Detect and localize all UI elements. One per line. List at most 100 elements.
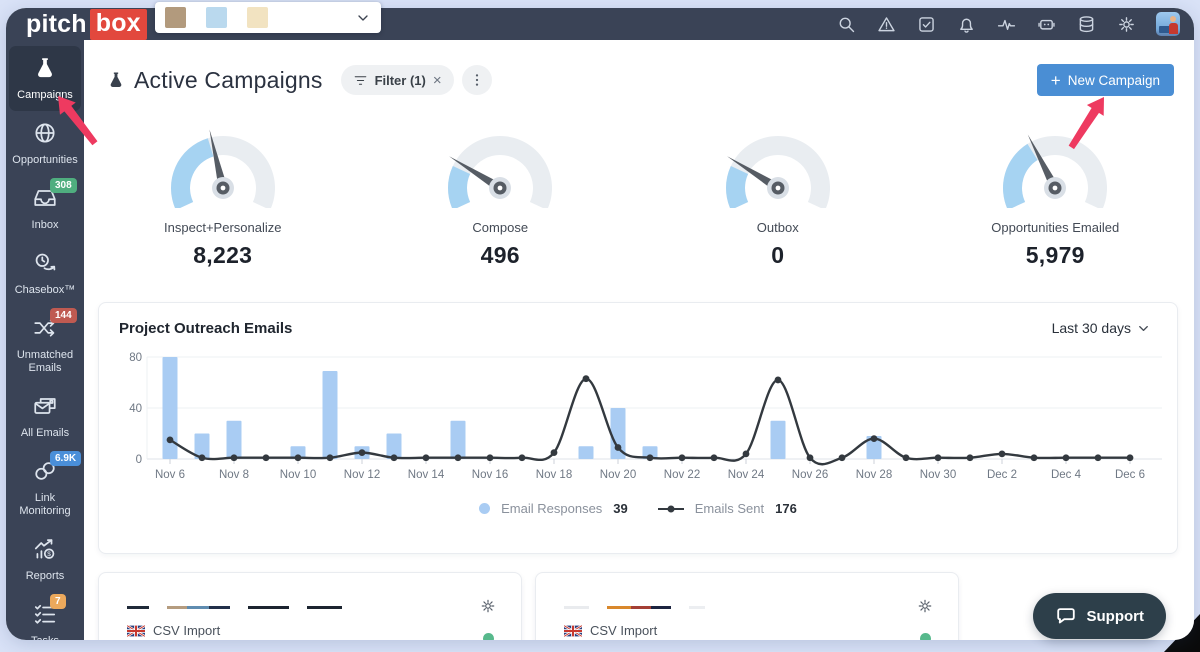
avatar-art	[1170, 16, 1176, 22]
chart-card-header: Project Outreach Emails Last 30 days	[99, 319, 1177, 337]
card-settings-gear-icon[interactable]	[916, 597, 934, 615]
robot-icon[interactable]	[1036, 14, 1057, 35]
badge-count: 6.9K	[50, 451, 82, 466]
main-content: Active Campaigns Filter (1) × + New Camp…	[84, 40, 1194, 640]
svg-text:Nov 16: Nov 16	[472, 469, 508, 481]
svg-text:80: 80	[129, 352, 142, 364]
flask-icon	[32, 55, 58, 81]
gauges-row: Inspect+Personalize 8,223 Compose 496 Outbox…	[84, 98, 1194, 290]
sidebar-item-link-monitoring[interactable]: 6.9K Link Monitoring	[9, 449, 82, 527]
redacted-text	[307, 605, 342, 609]
svg-text:Dec 6: Dec 6	[1115, 469, 1145, 481]
more-options-kebab-icon[interactable]	[461, 65, 492, 95]
gauge-label: Opportunities Emailed	[991, 220, 1120, 235]
svg-text:Nov 6: Nov 6	[155, 469, 185, 481]
gauge-dial	[1003, 134, 1108, 210]
gauge-2: Compose 496	[362, 112, 640, 290]
gauge-label: Inspect+Personalize	[164, 220, 282, 235]
svg-text:Nov 12: Nov 12	[344, 469, 380, 481]
sidebar-item-label: Campaigns	[17, 89, 73, 101]
legend-label: Emails Sent	[694, 501, 765, 516]
sidebar-item-label: Inbox	[31, 219, 59, 231]
gauge-dial	[725, 136, 830, 210]
chevron-down-icon	[1136, 321, 1151, 336]
sidebar-item-tasks[interactable]: 7 Tasks	[9, 592, 81, 640]
logo-text: pitch	[26, 9, 87, 38]
gauge-dial	[170, 129, 275, 210]
link-icon: 6.9K	[32, 451, 82, 484]
sidebar-nav: Campaigns Opportunities 308 Inbox Chasebox™ 1…	[6, 40, 84, 640]
gauge-label: Outbox	[756, 220, 799, 235]
status-dot	[483, 633, 494, 640]
sidebar-item-label: Unmatched Emails	[16, 349, 74, 374]
database-icon[interactable]	[1076, 14, 1097, 35]
svg-text:Nov 20: Nov 20	[600, 469, 636, 481]
flask-icon	[106, 70, 126, 90]
card-source-label: CSV Import	[590, 623, 658, 638]
reports-icon: $	[32, 536, 58, 562]
chevron-down-icon	[355, 10, 371, 26]
sidebar-item-campaigns[interactable]: Campaigns	[9, 46, 81, 111]
redacted-text	[167, 605, 230, 609]
avatar-art	[1169, 23, 1178, 34]
svg-text:Nov 8: Nov 8	[219, 469, 249, 481]
sidebar-item-label: Reports	[25, 570, 65, 582]
search-icon[interactable]	[836, 14, 857, 35]
notifications-bell-icon[interactable]	[956, 14, 977, 35]
svg-text:Nov 14: Nov 14	[408, 469, 445, 481]
pitchbox-logo[interactable]: pitch box	[26, 8, 147, 40]
outreach-chart: 0 40 80 Nov 6 Nov 8 Nov 10 Nov 12 Nov 14 Nov 16 N…	[99, 347, 1177, 497]
inbox-icon: 308	[32, 178, 77, 211]
sidebar-item-inbox[interactable]: 308 Inbox	[9, 176, 81, 241]
outreach-chart-card: Project Outreach Emails Last 30 days 0 40…	[98, 302, 1178, 554]
campaign-card[interactable]: CSV Import	[98, 572, 522, 640]
support-button[interactable]: Support	[1032, 593, 1166, 639]
settings-gear-icon[interactable]	[1116, 14, 1137, 35]
sidebar-item-unmatched-emails[interactable]: 144 Unmatched Emails	[9, 306, 81, 384]
campaign-card[interactable]: CSV Import	[535, 572, 959, 640]
card-settings-gear-icon[interactable]	[479, 597, 497, 615]
sidebar-item-all-emails[interactable]: All Emails	[9, 384, 81, 449]
sidebar-item-reports[interactable]: $ Reports	[9, 527, 81, 592]
gauge-value: 0	[771, 242, 785, 268]
svg-text:40: 40	[129, 403, 142, 415]
filter-close-icon[interactable]: ×	[432, 71, 442, 89]
tasklist-icon: 7	[32, 594, 66, 627]
date-range-dropdown[interactable]: Last 30 days	[1046, 319, 1157, 337]
checkbox-icon[interactable]	[916, 14, 937, 35]
uk-flag-icon	[127, 624, 145, 637]
sidebar-item-label: Opportunities	[12, 154, 78, 166]
avatar-art	[1159, 26, 1171, 33]
badge-count: 308	[50, 178, 77, 193]
svg-text:Nov 18: Nov 18	[536, 469, 572, 481]
chat-bubble-icon	[1055, 605, 1077, 627]
sidebar-item-opportunities[interactable]: Opportunities	[9, 111, 81, 176]
legend-line-swatch	[657, 505, 684, 512]
gauge-value: 8,223	[193, 242, 253, 268]
legend-total: 176	[775, 501, 797, 516]
legend-bar-swatch	[479, 503, 491, 514]
sidebar-item-label: Link Monitoring	[19, 492, 71, 517]
new-campaign-label: New Campaign	[1067, 72, 1160, 88]
warning-icon[interactable]	[876, 14, 897, 35]
filter-chip-label: Filter (1)	[374, 72, 426, 88]
gauge-dial	[448, 136, 553, 210]
sidebar-item-chasebox[interactable]: Chasebox™	[9, 241, 81, 306]
filter-chip[interactable]: Filter (1) ×	[340, 65, 454, 95]
activity-pulse-icon[interactable]	[996, 14, 1017, 35]
gauge-label: Compose	[472, 220, 529, 235]
workspace-selector[interactable]	[155, 2, 381, 33]
svg-text:0: 0	[136, 454, 142, 466]
filter-icon	[353, 73, 368, 88]
svg-text:Nov 10: Nov 10	[280, 469, 316, 481]
svg-text:Dec 2: Dec 2	[987, 469, 1017, 481]
gauge-1: Inspect+Personalize 8,223	[84, 112, 362, 290]
date-range-label: Last 30 days	[1051, 320, 1131, 336]
globe-icon	[32, 120, 58, 146]
user-avatar[interactable]	[1156, 12, 1180, 36]
gauge-value: 496	[480, 242, 520, 268]
svg-text:Nov 22: Nov 22	[664, 469, 700, 481]
legend-label: Email Responses	[501, 501, 603, 516]
sidebar-item-label: Tasks	[11, 635, 79, 640]
new-campaign-button[interactable]: + New Campaign	[1036, 64, 1174, 96]
